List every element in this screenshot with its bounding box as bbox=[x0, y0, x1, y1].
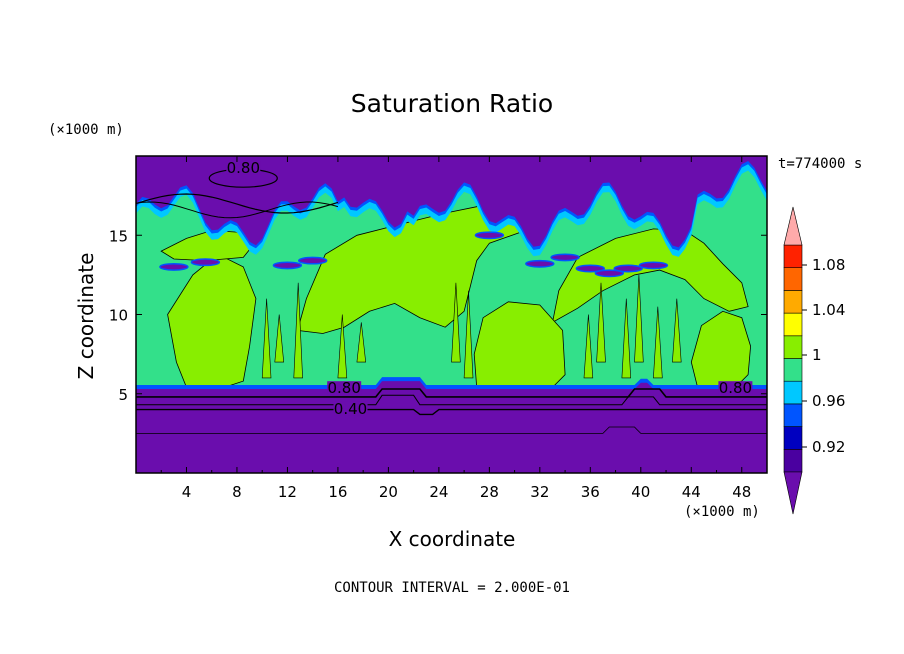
contour-label: 0.80 bbox=[719, 379, 752, 397]
dry-filament bbox=[594, 269, 625, 278]
saturated-streak bbox=[583, 314, 594, 379]
colorbar-label: 1.08 bbox=[812, 256, 845, 274]
x-tick-label: 48 bbox=[732, 483, 751, 501]
saturated-streak bbox=[596, 282, 606, 363]
x-tick-label: 12 bbox=[278, 483, 297, 501]
dry-filament bbox=[272, 261, 303, 270]
colorbar-segment bbox=[783, 403, 803, 427]
colorbar-segment bbox=[783, 380, 803, 405]
dry-filament bbox=[613, 264, 643, 273]
colorbar-high-triangle bbox=[783, 206, 803, 246]
chart-title: Saturation Ratio bbox=[351, 89, 553, 118]
colorbar-label: 0.96 bbox=[812, 392, 845, 410]
saturated-streak bbox=[337, 314, 348, 379]
colorbar-low-triangle bbox=[783, 471, 803, 515]
contour-line-0.60 bbox=[136, 394, 767, 406]
saturated-streak bbox=[261, 298, 272, 379]
contour-label: 0.80 bbox=[227, 159, 260, 177]
upper-dry-layer bbox=[136, 156, 767, 248]
saturated-streak bbox=[463, 290, 474, 379]
colorbar-label: 1.04 bbox=[812, 301, 845, 319]
saturated-region bbox=[551, 228, 749, 324]
time-label: t=774000 s bbox=[778, 156, 862, 172]
y-tick-label: 10 bbox=[109, 307, 128, 325]
y-tick-label: 15 bbox=[109, 227, 128, 245]
saturated-streak bbox=[672, 298, 682, 363]
dry-filament bbox=[297, 256, 328, 265]
y-axis-unit: (×1000 m) bbox=[48, 122, 124, 138]
x-tick-label: 40 bbox=[631, 483, 650, 501]
x-tick-label: 8 bbox=[232, 483, 242, 501]
contour-label-bg bbox=[226, 160, 261, 175]
contour-line-0.20 bbox=[136, 426, 767, 434]
colorbar-segment bbox=[783, 290, 803, 314]
dry-filament bbox=[638, 261, 669, 270]
contour-labels: 0.80 0.80 0.40 0.80 bbox=[226, 159, 753, 418]
contour-line-0.40 bbox=[136, 408, 767, 416]
x-tick-label: 4 bbox=[182, 483, 192, 501]
colorbar-label: 1 bbox=[812, 346, 822, 364]
dry-filament bbox=[474, 231, 505, 240]
x-tick-label: 32 bbox=[530, 483, 549, 501]
colorbar bbox=[783, 206, 803, 515]
y-tick-label: 5 bbox=[118, 386, 128, 404]
saturated-streak bbox=[274, 314, 285, 363]
saturated-streak bbox=[634, 274, 644, 363]
dry-filament bbox=[575, 264, 606, 273]
saturated-region bbox=[473, 301, 566, 388]
x-tick-label: 20 bbox=[379, 483, 398, 501]
y-axis-label: Z coordinate bbox=[74, 253, 98, 380]
y-axis-ticks: 5 10 15 bbox=[109, 227, 767, 404]
colorbar-labels: 1.08 1.04 1 0.96 0.92 bbox=[802, 256, 845, 456]
contour-interval-note: CONTOUR INTERVAL = 2.000E-01 bbox=[334, 580, 570, 596]
colorbar-segment bbox=[783, 244, 803, 269]
x-tick-label: 28 bbox=[480, 483, 499, 501]
contour-line-0.80 bbox=[136, 388, 767, 398]
x-axis-ticks: 4 8 12 16 20 24 28 32 36 40 44 48 bbox=[160, 156, 751, 501]
contour-label: 0.80 bbox=[327, 379, 360, 397]
colorbar-segment bbox=[783, 426, 803, 450]
colorbar-label: 0.92 bbox=[812, 438, 845, 456]
colorbar-segment bbox=[783, 267, 803, 291]
saturated-streak bbox=[356, 322, 367, 363]
contour-label-bg bbox=[718, 381, 753, 396]
colorbar-segment bbox=[783, 448, 803, 473]
x-tick-label: 36 bbox=[581, 483, 600, 501]
colorbar-segment bbox=[783, 335, 803, 359]
contour-line-upper-0.80 bbox=[135, 193, 339, 214]
saturated-streak bbox=[451, 282, 461, 363]
dry-filament bbox=[190, 258, 221, 267]
colorbar-segment bbox=[783, 312, 803, 337]
dry-filament bbox=[159, 262, 189, 271]
contour-label-bg bbox=[333, 401, 368, 416]
saturated-streak bbox=[653, 306, 663, 379]
colorbar-segment bbox=[783, 358, 803, 382]
contour-label: 0.40 bbox=[334, 400, 367, 418]
x-tick-label: 16 bbox=[328, 483, 347, 501]
plot-area bbox=[136, 156, 767, 473]
contour-label-bg bbox=[327, 381, 362, 396]
x-tick-label: 44 bbox=[682, 483, 701, 501]
dry-filament bbox=[550, 253, 580, 262]
x-tick-label: 24 bbox=[429, 483, 448, 501]
contour-line-upper-0.60 bbox=[135, 201, 339, 219]
x-axis-label: X coordinate bbox=[389, 527, 516, 551]
saturated-streak bbox=[621, 298, 632, 379]
dry-filament bbox=[525, 259, 555, 268]
x-axis-unit: (×1000 m) bbox=[684, 504, 760, 520]
lower-dry-layer bbox=[136, 381, 767, 473]
saturated-streak bbox=[293, 282, 303, 379]
